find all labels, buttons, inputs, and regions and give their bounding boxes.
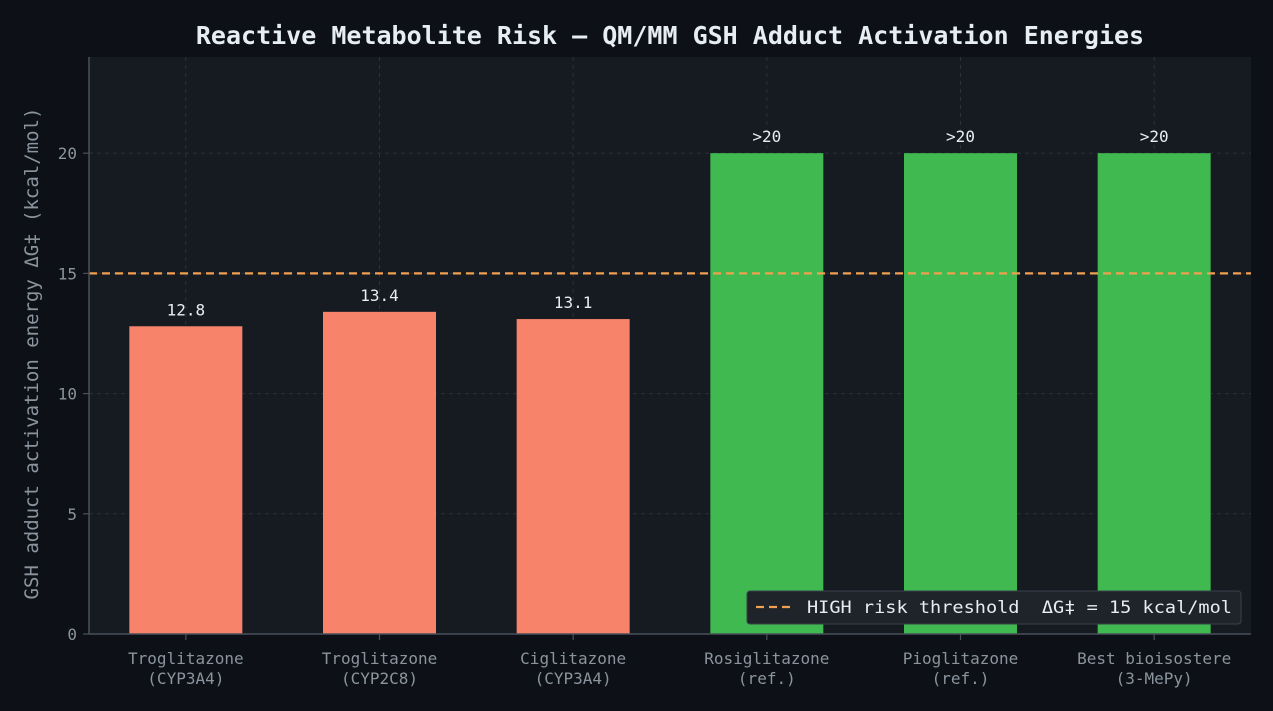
y-tick-label: 20 xyxy=(58,144,77,163)
y-tick-label: 0 xyxy=(67,625,77,644)
x-tick-label: Troglitazone (CYP3A4) xyxy=(128,649,244,688)
x-tick-label: Ciglitazone (CYP3A4) xyxy=(520,649,626,688)
legend: HIGH risk threshold ΔG‡ = 15 kcal/mol xyxy=(746,590,1242,625)
bar-value-label: 13.1 xyxy=(554,293,593,312)
y-tick-label: 15 xyxy=(58,264,77,283)
x-tick-label: Rosiglitazone (ref.) xyxy=(704,649,829,688)
value-labels: 12.8 13.4 13.1 >20 >20 >20 xyxy=(167,127,1169,319)
y-tick-label: 5 xyxy=(67,505,77,524)
x-tick-label: Troglitazone (CYP2C8) xyxy=(322,649,438,688)
y-tick-label: 10 xyxy=(58,385,77,404)
x-tick-label: Pioglitazone (ref.) xyxy=(903,649,1019,688)
bar xyxy=(323,311,436,634)
legend-box xyxy=(746,590,1242,625)
bar xyxy=(129,326,243,634)
bar-value-label: >20 xyxy=(1140,127,1169,146)
bar xyxy=(710,153,824,634)
plot-area xyxy=(89,57,1251,634)
x-tick-label: Best bioisostere (3-MePy) xyxy=(1077,649,1231,688)
bar xyxy=(516,319,630,634)
legend-threshold-label: HIGH risk threshold ΔG‡ = 15 kcal/mol xyxy=(807,598,1232,618)
bar-value-label: >20 xyxy=(752,127,781,146)
tick-labels: 0 5 10 15 20 Troglitazone (CYP3A4) Troglitazone… xyxy=(58,144,1231,688)
bar-value-label: 13.4 xyxy=(360,286,399,305)
y-axis-label: GSH adduct activation energy ΔG‡ (kcal/m… xyxy=(21,108,43,600)
bars xyxy=(129,153,1211,634)
bar xyxy=(904,153,1017,634)
chart-title: Reactive Metabolite Risk — QM/MM GSH Add… xyxy=(196,21,1144,50)
bar-value-label: >20 xyxy=(946,127,975,146)
bar xyxy=(1097,153,1211,634)
bar-value-label: 12.8 xyxy=(167,300,206,319)
